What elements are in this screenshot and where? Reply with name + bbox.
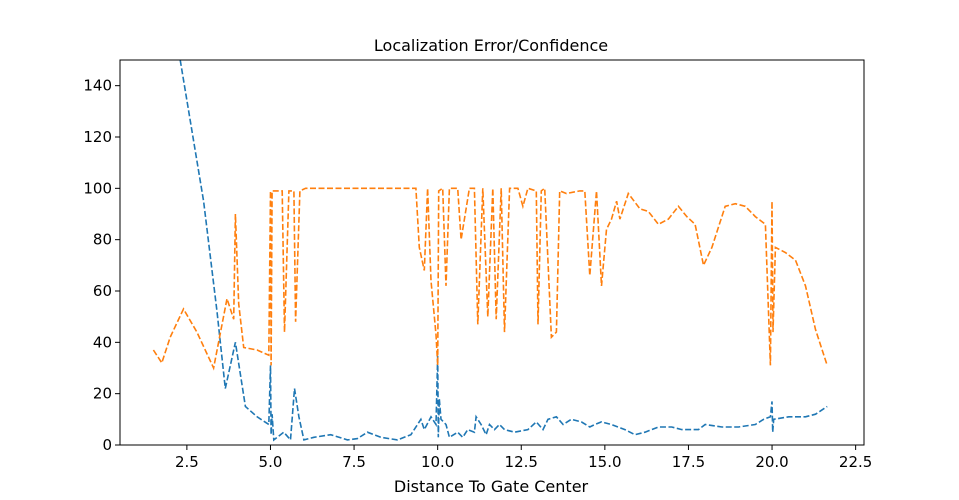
y-tick-label: 80 xyxy=(93,231,112,249)
series-line-1 xyxy=(179,60,828,442)
x-tick-label: 22.5 xyxy=(839,453,872,471)
x-tick-label: 10.0 xyxy=(421,453,454,471)
x-tick-label: 12.5 xyxy=(505,453,538,471)
y-tick-label: 120 xyxy=(83,128,112,146)
chart-title: Localization Error/Confidence xyxy=(374,36,608,55)
y-tick-label: 20 xyxy=(93,385,112,403)
plot-frame xyxy=(119,59,865,446)
series-line-2 xyxy=(152,186,828,371)
x-axis-label: Distance To Gate Center xyxy=(394,477,589,496)
x-tick-label: 2.5 xyxy=(175,453,199,471)
y-tick-label: 60 xyxy=(93,282,112,300)
y-tick-label: 0 xyxy=(102,436,112,454)
y-tick-label: 40 xyxy=(93,333,112,351)
y-tick-label: 140 xyxy=(83,77,112,95)
y-tick-label: 100 xyxy=(83,179,112,197)
x-tick-label: 17.5 xyxy=(672,453,705,471)
y-axis: 0 20 40 60 80 100 120 140 xyxy=(83,77,120,454)
plot-area xyxy=(152,60,828,442)
x-axis: 2.5 5.0 7.5 10.0 12.5 15.0 17.5 20.0 22.5 xyxy=(175,445,872,471)
x-tick-label: 20.0 xyxy=(755,453,788,471)
x-tick-label: 15.0 xyxy=(588,453,621,471)
x-tick-label: 7.5 xyxy=(342,453,366,471)
x-tick-label: 5.0 xyxy=(259,453,283,471)
